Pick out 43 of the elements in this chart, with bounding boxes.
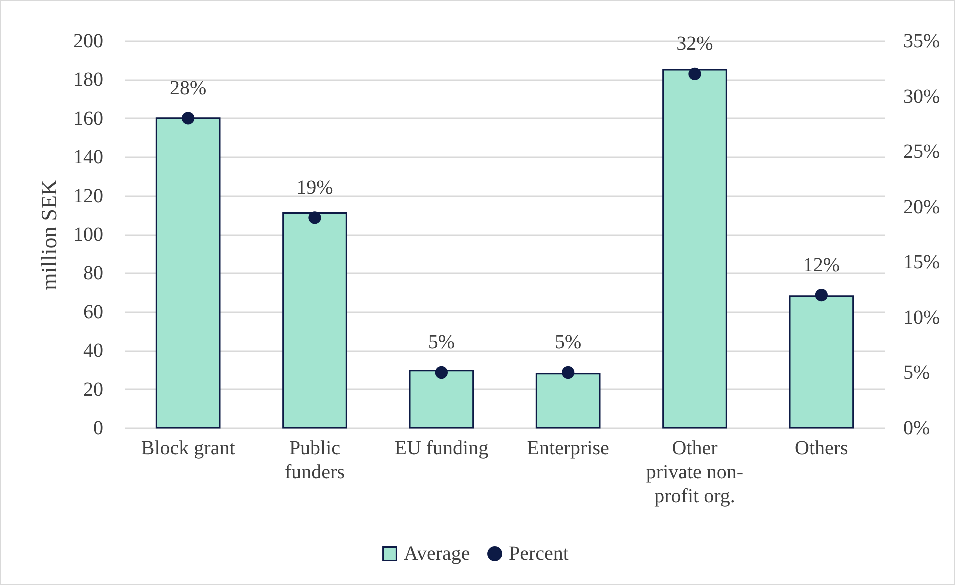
point	[688, 68, 702, 80]
y2-tick-label: 0%	[904, 418, 930, 440]
y-tick-label: 100	[74, 224, 104, 246]
point	[435, 366, 448, 380]
y-axis-title: million SEK	[36, 180, 62, 290]
x-tick-label: Enterprise	[527, 438, 610, 460]
data-label: 5%	[428, 332, 456, 354]
y-tick-label: 160	[74, 108, 104, 130]
bar	[409, 370, 474, 429]
data-label: 28%	[170, 77, 207, 100]
y-tick-label: 200	[74, 30, 104, 52]
data-label: 19%	[296, 176, 334, 199]
y2-tick-label: 30%	[904, 86, 940, 108]
y-tick-label: 60	[84, 301, 104, 324]
legend-label: Average	[404, 543, 470, 565]
x-tick-label: Other private non-profit org.	[646, 438, 744, 508]
x-tick-label: Others	[795, 438, 849, 460]
x-tick-label: Public funders	[285, 438, 346, 484]
point	[308, 212, 322, 224]
data-label: 32%	[676, 33, 714, 56]
data-label: 5%	[554, 332, 582, 354]
legend-label: Percent	[509, 543, 570, 565]
y-tick-label: 120	[74, 185, 104, 208]
y2-tick-label: 20%	[904, 196, 940, 218]
y-tick-label: 20	[84, 378, 104, 401]
point	[815, 289, 828, 302]
point	[182, 112, 195, 125]
y2-tick-label: 35%	[904, 30, 940, 52]
x-tick-label: EU funding	[394, 438, 489, 460]
point	[562, 366, 575, 380]
y-tick-label: 0	[94, 418, 104, 440]
data-label: 12%	[803, 254, 840, 276]
bar	[282, 212, 348, 429]
y2-tick-label: 25%	[904, 141, 940, 164]
x-tick-label: Block grant	[141, 438, 236, 460]
y-tick-label: 140	[74, 146, 104, 169]
y-tick-label: 80	[84, 262, 104, 285]
y-tick-label: 40	[84, 340, 104, 362]
y2-tick-label: 15%	[904, 252, 940, 274]
bar	[662, 69, 728, 429]
y2-tick-label: 10%	[904, 306, 940, 329]
y-tick-label: 180	[74, 69, 104, 92]
y2-tick-label: 5%	[904, 362, 930, 384]
